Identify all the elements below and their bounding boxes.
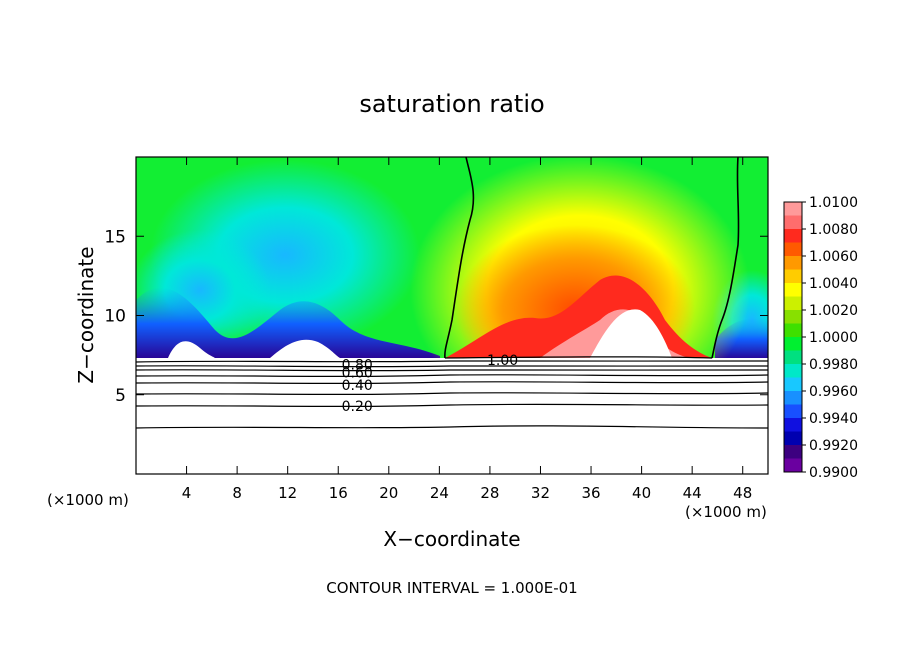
- contour-line-f: [136, 392, 768, 395]
- y-tick-label: 15: [104, 227, 126, 247]
- x-tick-label: 32: [531, 484, 550, 502]
- x-unit-left: (×1000 m): [47, 491, 129, 509]
- contour-1-00-base: [444, 356, 713, 359]
- colorbar-swatch: [784, 229, 802, 243]
- colorbar-swatch: [784, 310, 802, 324]
- x-tick-label: 8: [232, 484, 242, 502]
- contour-line-e: [136, 381, 768, 384]
- colorbar-swatch: [784, 269, 802, 284]
- colorbar-label: 0.9920: [809, 438, 858, 454]
- colorbar-swatch: [784, 391, 802, 405]
- colorbar-swatch: [784, 215, 802, 230]
- y-tick-label: 10: [104, 307, 126, 327]
- colorbar-label: 0.9900: [809, 465, 858, 481]
- colorbar-swatch: [784, 458, 802, 473]
- x-axis-ticks: 4 8 12 16 20 24 28 32 36 40 44 48: [182, 157, 752, 502]
- x-tick-label: 12: [278, 484, 297, 502]
- x-tick-label: 24: [430, 484, 449, 502]
- x-tick-label: 44: [683, 484, 702, 502]
- blue-band-left: [136, 287, 440, 360]
- colorbar-swatch: [784, 256, 802, 270]
- colorbar-swatch: [784, 377, 802, 392]
- footer-text: CONTOUR INTERVAL = 1.000E-01: [326, 579, 577, 597]
- colorbar-swatch: [784, 337, 802, 351]
- contour-1-00-right: [711, 157, 740, 359]
- x-tick-label: 20: [379, 484, 398, 502]
- hill-left: [168, 341, 215, 358]
- colorbar-label: 1.0020: [809, 303, 858, 319]
- y-axis-ticks: 5 10 15: [104, 227, 768, 406]
- colorbar: 1.0100 1.0080 1.0060 1.0040 1.0020 1.0000 0.99…: [783, 195, 858, 481]
- contour-line-d: [136, 374, 768, 377]
- colorbar-swatch: [784, 323, 802, 338]
- colorbar-swatch: [784, 418, 802, 432]
- contour-label: 1.00: [487, 353, 518, 369]
- x-tick-label: 4: [182, 484, 192, 502]
- contour-line-a: [136, 360, 768, 363]
- x-tick-label: 16: [329, 484, 348, 502]
- hill-right: [590, 309, 672, 358]
- contour-1-00-left: [444, 157, 475, 359]
- contour-line-c: [136, 369, 768, 372]
- colorbar-label: 0.9960: [809, 384, 858, 400]
- colorbar-label: 1.0040: [809, 276, 858, 292]
- x-unit-right: (×1000 m): [685, 503, 767, 521]
- y-tick-label: 5: [115, 386, 126, 406]
- colorbar-swatch: [784, 445, 802, 459]
- colorbar-label: 1.0000: [809, 330, 858, 346]
- colorbar-swatch: [784, 283, 802, 297]
- colorbar-swatch: [784, 364, 802, 378]
- plot-area: [136, 157, 768, 474]
- contour-label: 0.60: [342, 366, 373, 382]
- colorbar-label: 0.9980: [809, 357, 858, 373]
- chart-title: saturation ratio: [359, 90, 544, 118]
- contour-labels: 1.00 0.800.600.40 0.20: [342, 353, 519, 415]
- colorbar-swatch: [784, 296, 802, 311]
- contour-label: 0.40: [342, 378, 373, 394]
- x-tick-label: 48: [733, 484, 752, 502]
- colorbar-label: 1.0080: [809, 222, 858, 238]
- colorbar-swatch: [784, 242, 802, 257]
- x-axis-label: X−coordinate: [383, 527, 520, 551]
- contour-label: 0.80: [342, 358, 373, 374]
- colorbar-label: 1.0060: [809, 249, 858, 265]
- surface-layer: [136, 358, 768, 474]
- x-tick-label: 40: [632, 484, 651, 502]
- colorbar-swatch: [784, 404, 802, 419]
- contour-label: 0.20: [342, 399, 373, 415]
- colorbar-label: 0.9940: [809, 411, 858, 427]
- x-tick-label: 28: [480, 484, 499, 502]
- contour-line-h: [136, 425, 768, 429]
- y-axis-label: Z−coordinate: [74, 246, 98, 383]
- contour-line-b: [136, 365, 768, 368]
- x-tick-label: 36: [581, 484, 600, 502]
- contour-line-g: [136, 403, 768, 407]
- hill-mid: [270, 339, 340, 358]
- colorbar-swatch: [784, 350, 802, 365]
- colorbar-swatch: [784, 431, 802, 446]
- colorbar-swatch: [784, 202, 802, 216]
- colorbar-label: 1.0100: [809, 195, 858, 211]
